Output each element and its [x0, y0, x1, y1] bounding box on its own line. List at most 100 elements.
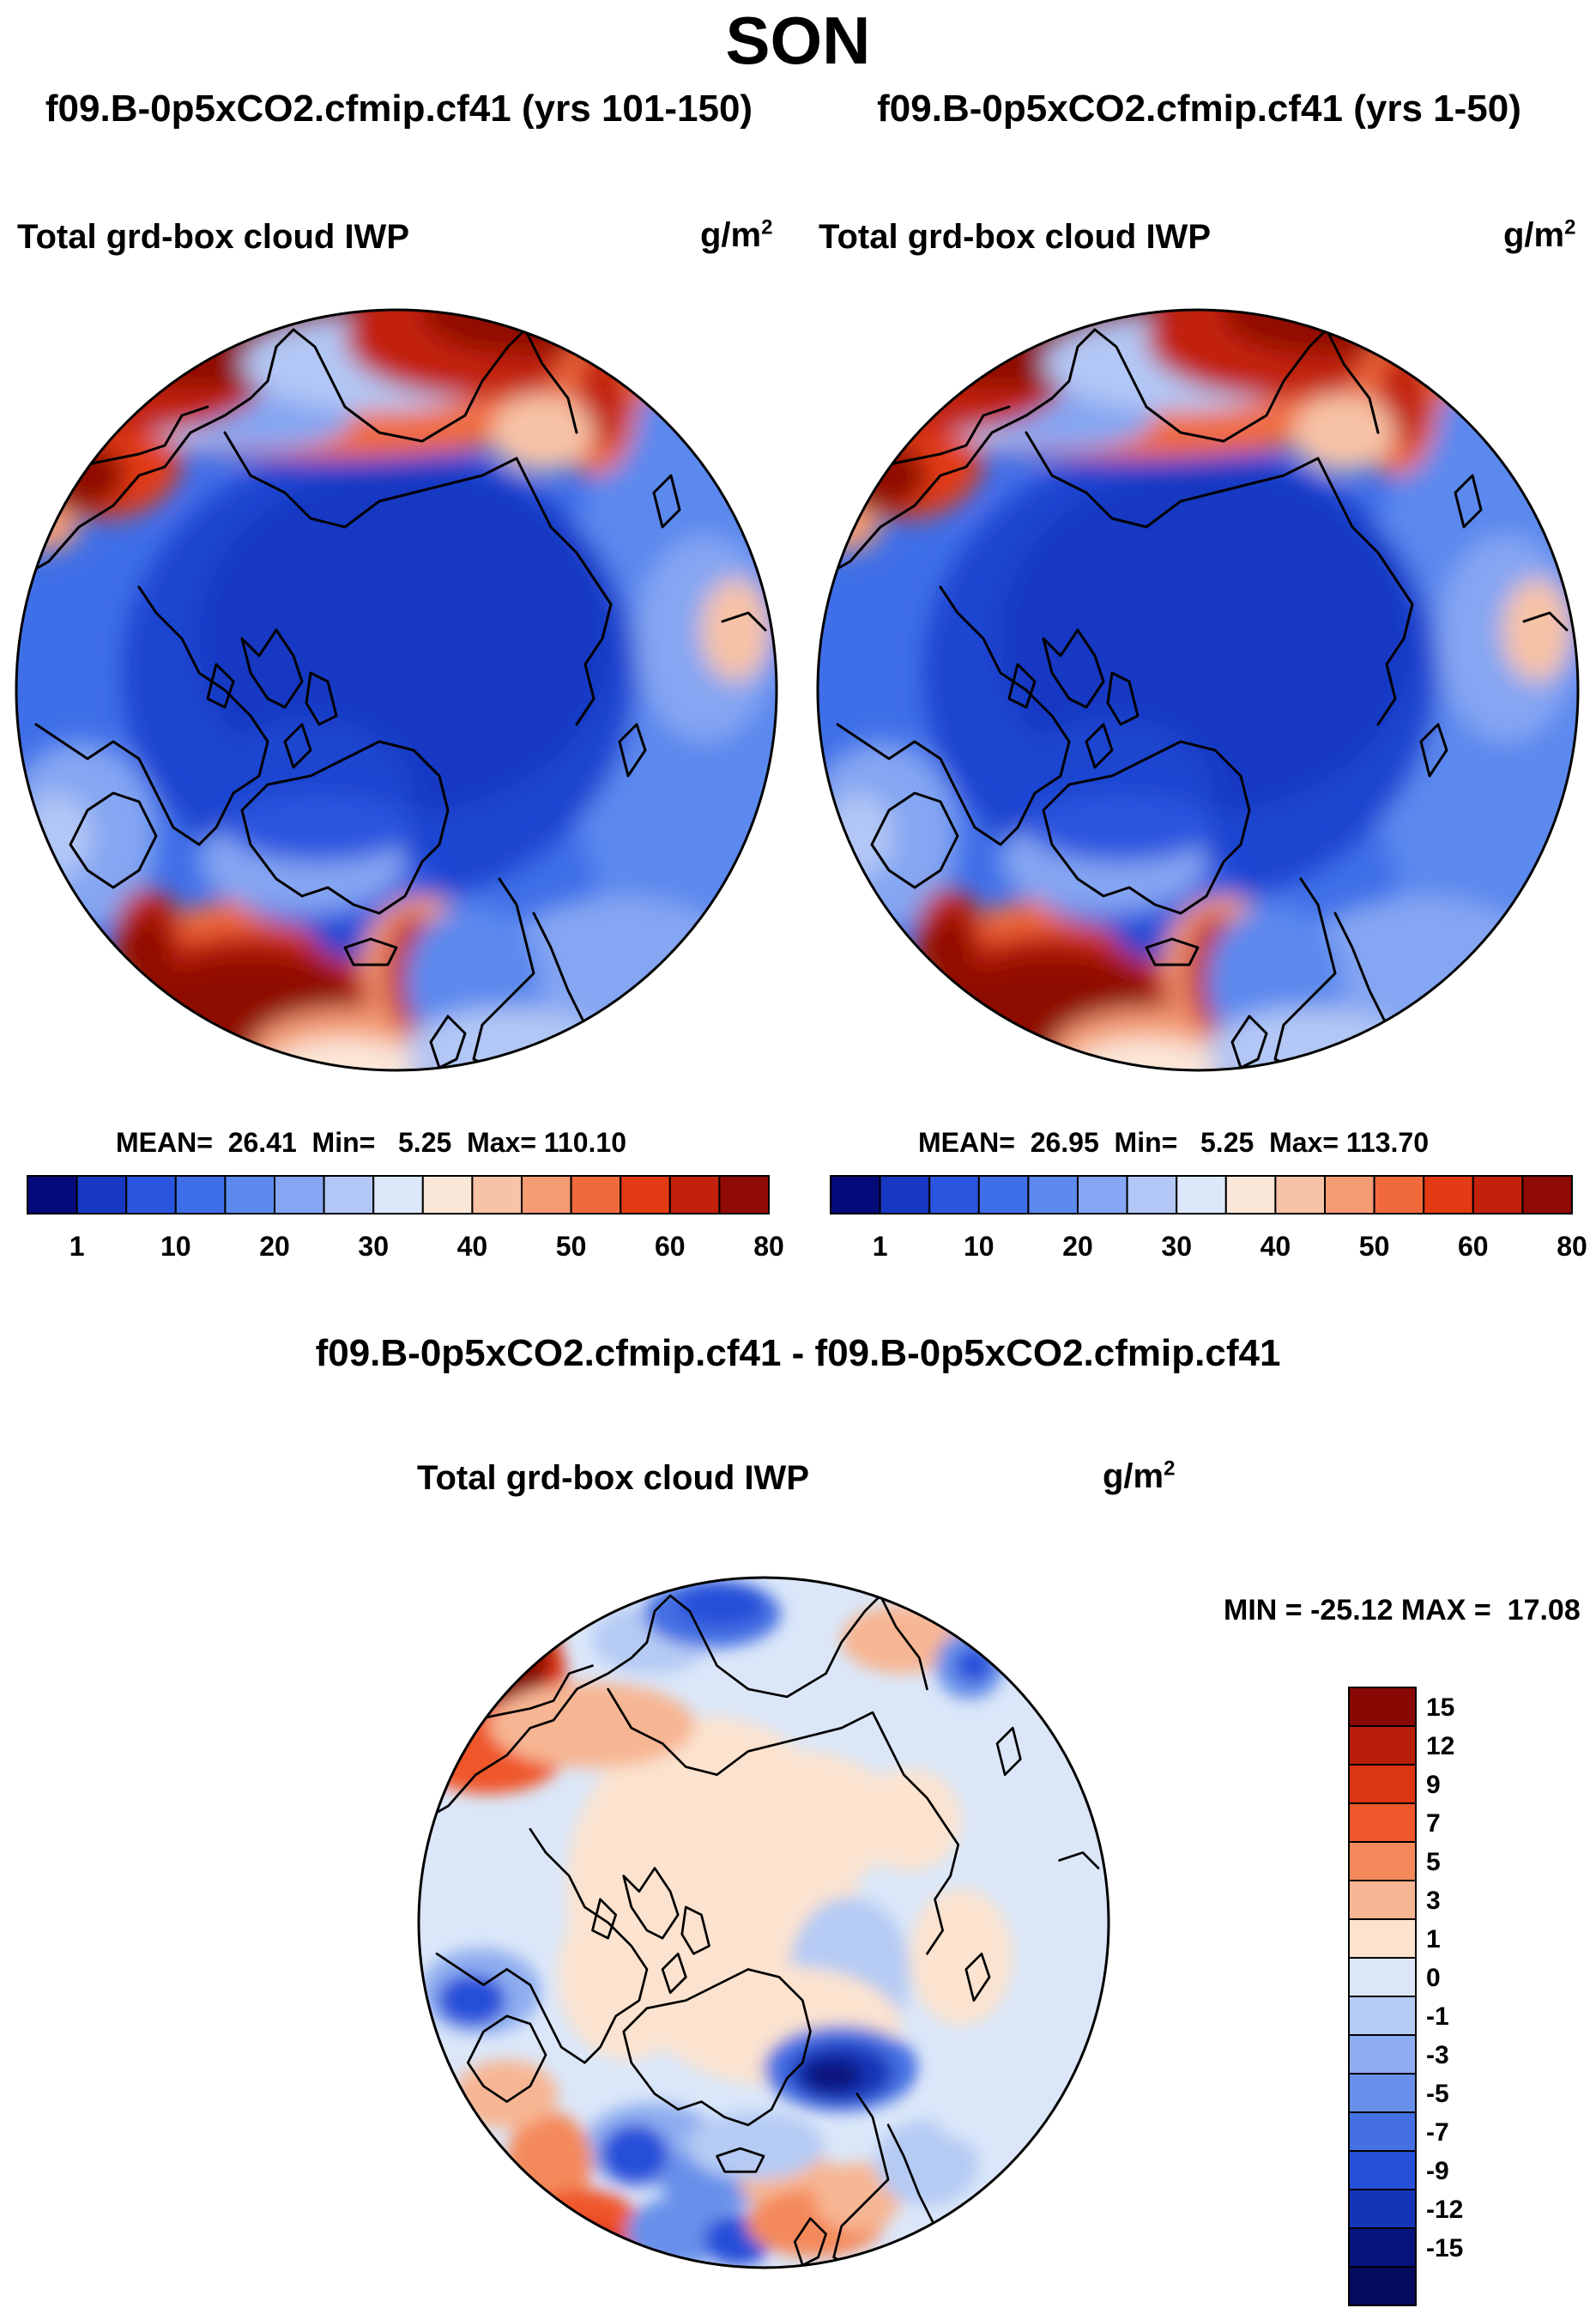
difference-map	[417, 1576, 1110, 2269]
diff-minmax: MIN = -25.12 MAX = 17.08	[1224, 1594, 1581, 1626]
colorbar-swatch	[471, 1175, 523, 1215]
colorbar-swatch	[1348, 1687, 1417, 1727]
colorbar-tick-label: -12	[1426, 2196, 1463, 2224]
colorbar-tick-label: 80	[753, 1231, 784, 1262]
colorbar-tick-label: 30	[1161, 1231, 1192, 1262]
colorbar-tick-label: -1	[1426, 2002, 1449, 2031]
colorbar-swatch	[879, 1175, 931, 1215]
colorbar-swatch	[1348, 1841, 1417, 1881]
colorbar-swatch	[1348, 1957, 1417, 1997]
colorbar-tick-label: 20	[1062, 1231, 1093, 1262]
colorbar-swatch	[570, 1175, 622, 1215]
colorbar-tick-label: -3	[1426, 2041, 1449, 2069]
colorbar-swatch	[174, 1175, 227, 1215]
left-variable-label: Total grd-box cloud IWP	[17, 218, 409, 256]
colorbar-tick-label: 1	[70, 1231, 85, 1262]
left-unit-label: g/m2	[700, 215, 773, 254]
colorbar-swatch	[76, 1175, 128, 1215]
colorbar-swatch	[1348, 2034, 1417, 2075]
left-colorbar: 1 10 20 30 40 50 60 80	[27, 1175, 784, 1262]
colorbar-swatch	[1324, 1175, 1375, 1215]
colorbar-swatch	[1348, 1802, 1417, 1843]
colorbar-swatch	[1373, 1175, 1425, 1215]
colorbar-tick-label: 50	[1359, 1231, 1390, 1262]
difference-colorbar: 15 12 9 7 5 3 1 0 -1 -3 -5 -7 -9 -12 -15	[1348, 1687, 1463, 2306]
colorbar-swatch	[1348, 1725, 1417, 1766]
colorbar-swatch	[1126, 1175, 1178, 1215]
right-map-border	[816, 308, 1580, 1072]
colorbar-swatch	[1348, 2073, 1417, 2113]
colorbar-swatch	[1348, 2227, 1417, 2268]
colorbar-swatch	[668, 1175, 721, 1215]
colorbar-tick-label: 10	[160, 1231, 191, 1262]
colorbar-tick-label: 30	[358, 1231, 389, 1262]
colorbar-swatch	[718, 1175, 771, 1215]
season-title: SON	[725, 3, 871, 78]
colorbar-tick-label: 7	[1426, 1809, 1441, 1838]
colorbar-swatch	[1472, 1175, 1524, 1215]
right-stats: MEAN= 26.95 Min= 5.25 Max= 113.70	[918, 1127, 1429, 1158]
colorbar-swatch	[1027, 1175, 1079, 1215]
diff-unit-label: g/m2	[1103, 1457, 1176, 1495]
colorbar-swatch	[372, 1175, 424, 1215]
colorbar-swatch	[928, 1175, 980, 1215]
diff-variable-label: Total grd-box cloud IWP	[417, 1459, 809, 1497]
colorbar-swatch	[274, 1175, 325, 1215]
difference-title: f09.B-0p5xCO2.cfmip.cf41 - f09.B-0p5xCO2…	[315, 1332, 1281, 1374]
right-colorbar: 1 10 20 30 40 50 60 80	[830, 1175, 1587, 1262]
diff-map-border	[417, 1576, 1110, 2269]
colorbar-tick-label: 5	[1426, 1848, 1441, 1876]
right-map	[816, 308, 1580, 1072]
colorbar-tick-label: 60	[1458, 1231, 1489, 1262]
colorbar-tick-label: 60	[655, 1231, 686, 1262]
colorbar-swatch	[1521, 1175, 1574, 1215]
colorbar-swatch	[1348, 2150, 1417, 2190]
right-unit-label: g/m2	[1503, 215, 1576, 254]
colorbar-swatch	[830, 1175, 881, 1215]
colorbar-tick-label: 40	[1260, 1231, 1291, 1262]
colorbar-swatch	[521, 1175, 572, 1215]
colorbar-tick-label: -15	[1426, 2234, 1463, 2263]
colorbar-swatch	[1423, 1175, 1474, 1215]
colorbar-tick-label: 80	[1557, 1231, 1587, 1262]
colorbar-swatch	[1348, 1764, 1417, 1804]
left-case-title: f09.B-0p5xCO2.cfmip.cf41 (yrs 101-150)	[45, 88, 753, 130]
colorbar-tick-label: 9	[1426, 1771, 1441, 1799]
colorbar-swatch	[1348, 1996, 1417, 2036]
colorbar-tick-label: -5	[1426, 2080, 1449, 2108]
colorbar-swatch	[1348, 1918, 1417, 1959]
right-case-title: f09.B-0p5xCO2.cfmip.cf41 (yrs 1-50)	[877, 88, 1521, 130]
colorbar-swatch	[1224, 1175, 1277, 1215]
colorbar-tick-label: 10	[964, 1231, 994, 1262]
left-stats: MEAN= 26.41 Min= 5.25 Max= 110.10	[116, 1127, 626, 1158]
colorbar-tick-label: 40	[457, 1231, 488, 1262]
colorbar-tick-label: 15	[1426, 1693, 1454, 1722]
colorbar-swatch	[224, 1175, 275, 1215]
colorbar-tick-label: 50	[556, 1231, 587, 1262]
right-variable-label: Total grd-box cloud IWP	[819, 218, 1211, 256]
colorbar-swatch	[421, 1175, 474, 1215]
colorbar-tick-label: 1	[1426, 1925, 1441, 1954]
colorbar-swatch	[27, 1175, 78, 1215]
colorbar-tick-label: 20	[259, 1231, 290, 1262]
colorbar-tick-label: 12	[1426, 1732, 1454, 1760]
colorbar-tick-label: 3	[1426, 1887, 1441, 1915]
colorbar-tick-label: 1	[873, 1231, 888, 1262]
colorbar-swatch	[1176, 1175, 1227, 1215]
colorbar-swatch	[1348, 2266, 1417, 2306]
colorbar-swatch	[620, 1175, 671, 1215]
colorbar-tick-label: -7	[1426, 2118, 1449, 2147]
colorbar-swatch	[125, 1175, 177, 1215]
colorbar-swatch	[323, 1175, 375, 1215]
colorbar-tick-label: -9	[1426, 2157, 1449, 2185]
colorbar-swatch	[1348, 2189, 1417, 2229]
colorbar-swatch	[1077, 1175, 1128, 1215]
colorbar-swatch	[977, 1175, 1030, 1215]
left-map-border	[15, 308, 778, 1072]
colorbar-tick-label: 0	[1426, 1964, 1441, 1992]
colorbar-swatch	[1348, 2111, 1417, 2152]
colorbar-swatch	[1274, 1175, 1327, 1215]
left-map	[15, 308, 778, 1072]
colorbar-swatch	[1348, 1880, 1417, 1920]
